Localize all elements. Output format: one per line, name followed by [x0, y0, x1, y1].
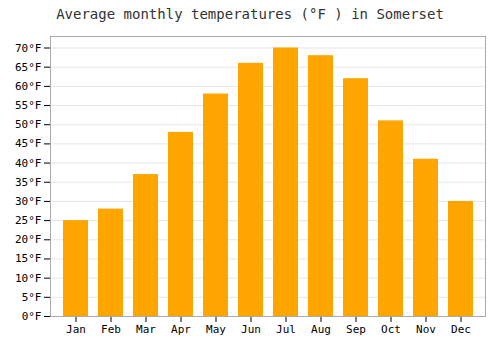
svg-text:65°F: 65°F [15, 61, 42, 74]
svg-text:Jul: Jul [276, 323, 296, 336]
svg-text:Mar: Mar [136, 323, 156, 336]
svg-text:40°F: 40°F [15, 157, 42, 170]
html-text:Average monthly temperatures (: Average monthly temperatures (°F ) in So… [56, 6, 444, 22]
svg-text:0°F: 0°F [22, 310, 42, 323]
svg-text:Apr: Apr [171, 323, 191, 336]
svg-text:60°F: 60°F [15, 80, 42, 93]
svg-text:5°F: 5°F [22, 291, 42, 304]
svg-text:20°F: 20°F [15, 233, 42, 246]
svg-text:Dec: Dec [451, 323, 471, 336]
svg-text:25°F: 25°F [15, 214, 42, 227]
svg-text:Sep: Sep [346, 323, 366, 336]
svg-text:10°F: 10°F [15, 272, 42, 285]
svg-text:Oct: Oct [381, 323, 401, 336]
svg-text:Aug: Aug [311, 323, 331, 336]
svg-text:35°F: 35°F [15, 176, 42, 189]
svg-text:Jan: Jan [66, 323, 86, 336]
svg-text:Nov: Nov [416, 323, 436, 336]
svg-text:May: May [206, 323, 226, 336]
svg-text:30°F: 30°F [15, 195, 42, 208]
svg-text:Jun: Jun [241, 323, 261, 336]
svg-text:45°F: 45°F [15, 137, 42, 150]
svg-text:Feb: Feb [101, 323, 121, 336]
svg-text:15°F: 15°F [15, 252, 42, 265]
svg-text:50°F: 50°F [15, 118, 42, 131]
svg-text:70°F: 70°F [15, 42, 42, 55]
svg-text:55°F: 55°F [15, 99, 42, 112]
